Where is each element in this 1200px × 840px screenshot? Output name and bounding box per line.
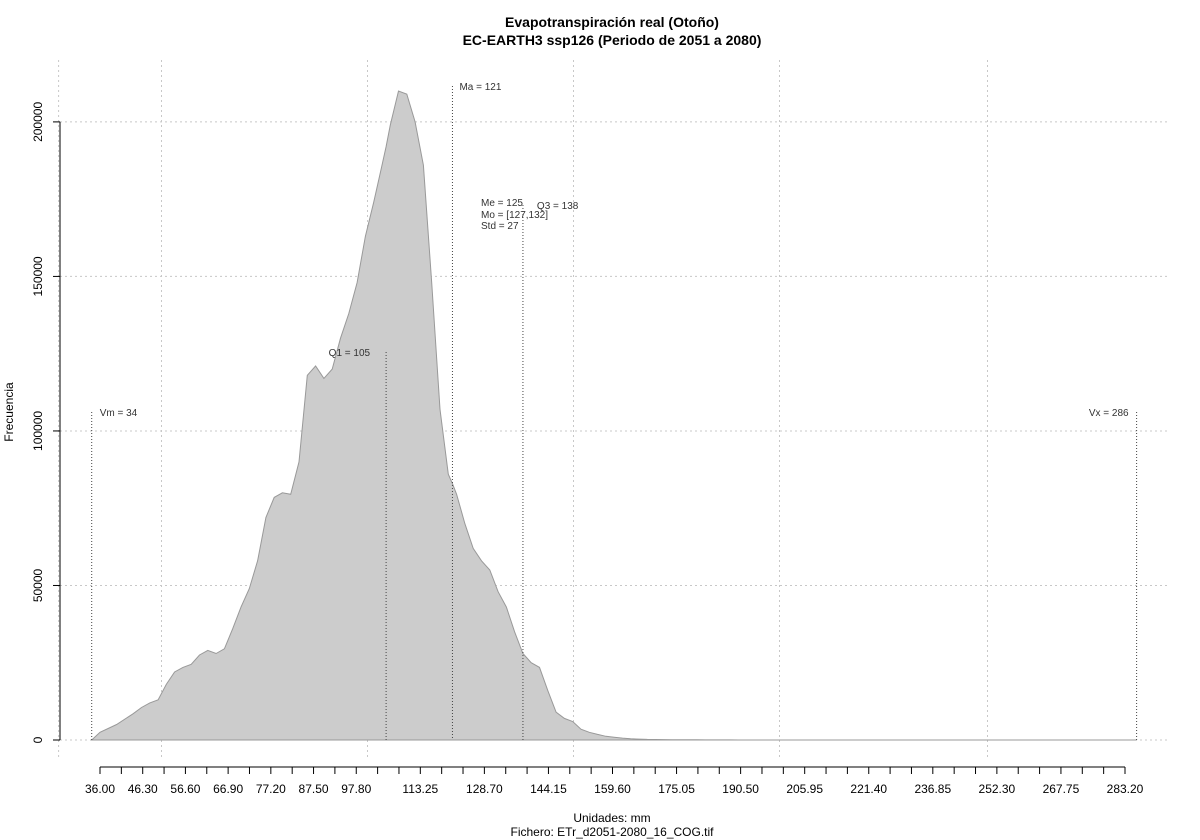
caption: Fichero: ETr_d2051-2080_16_COG.tif [511, 825, 715, 839]
x-tick-label: 66.90 [213, 782, 243, 796]
density-area [90, 90, 1137, 741]
x-tick-label: 252.30 [979, 782, 1016, 796]
x-tick-label: 36.00 [85, 782, 115, 796]
x-tick-label: 87.50 [299, 782, 329, 796]
x-tick-label: 144.15 [530, 782, 567, 796]
x-tick-label: 175.05 [658, 782, 695, 796]
x-tick-label: 190.50 [722, 782, 759, 796]
ref-line-label: Q1 = 105 [329, 348, 371, 359]
chart-subtitle: EC-EARTH3 ssp126 (Periodo de 2051 a 2080… [463, 32, 762, 48]
y-tick-label: 0 [31, 736, 45, 743]
x-tick-label: 113.25 [402, 782, 438, 796]
stat-me: Me = 125 [481, 198, 523, 209]
reference-lines: Vm = 34 Q1 = 105 Ma = 121 Q3 = 138 Vx = 286 [91, 82, 1138, 740]
y-tick-label: 50000 [31, 568, 45, 602]
y-axis-label: Frecuencia [2, 382, 16, 442]
x-axis-label: Unidades: mm [573, 811, 650, 825]
x-tick-label: 56.60 [170, 782, 200, 796]
x-tick-label: 205.95 [786, 782, 823, 796]
x-tick-label: 236.85 [914, 782, 951, 796]
stat-mo: Mo = [127,132] [481, 210, 548, 221]
x-tick-label: 46.30 [128, 782, 158, 796]
x-tick-label: 267.75 [1043, 782, 1080, 796]
chart-title: Evapotranspiración real (Otoño) [505, 14, 719, 30]
x-tick-label: 77.20 [256, 782, 286, 796]
y-tick-label: 100000 [31, 411, 45, 451]
x-tick-label: 159.60 [594, 782, 631, 796]
stat-std: Std = 27 [481, 221, 519, 232]
ref-line-label: Ma = 121 [459, 82, 501, 93]
y-tick-label: 200000 [31, 102, 45, 142]
ref-line-label: Q3 = 138 [537, 201, 579, 212]
x-tick-label: 128.70 [466, 782, 503, 796]
ref-line-label: Vx = 286 [1089, 408, 1129, 419]
axes: 0 50000 100000 150000 200000 36.00 46.30 56.60 6… [31, 102, 1144, 796]
x-tick-label: 283.20 [1107, 782, 1144, 796]
x-tick-label: 221.40 [850, 782, 887, 796]
y-tick-label: 150000 [31, 256, 45, 296]
x-tick-label: 97.80 [341, 782, 371, 796]
ref-line-label: Vm = 34 [100, 408, 138, 419]
